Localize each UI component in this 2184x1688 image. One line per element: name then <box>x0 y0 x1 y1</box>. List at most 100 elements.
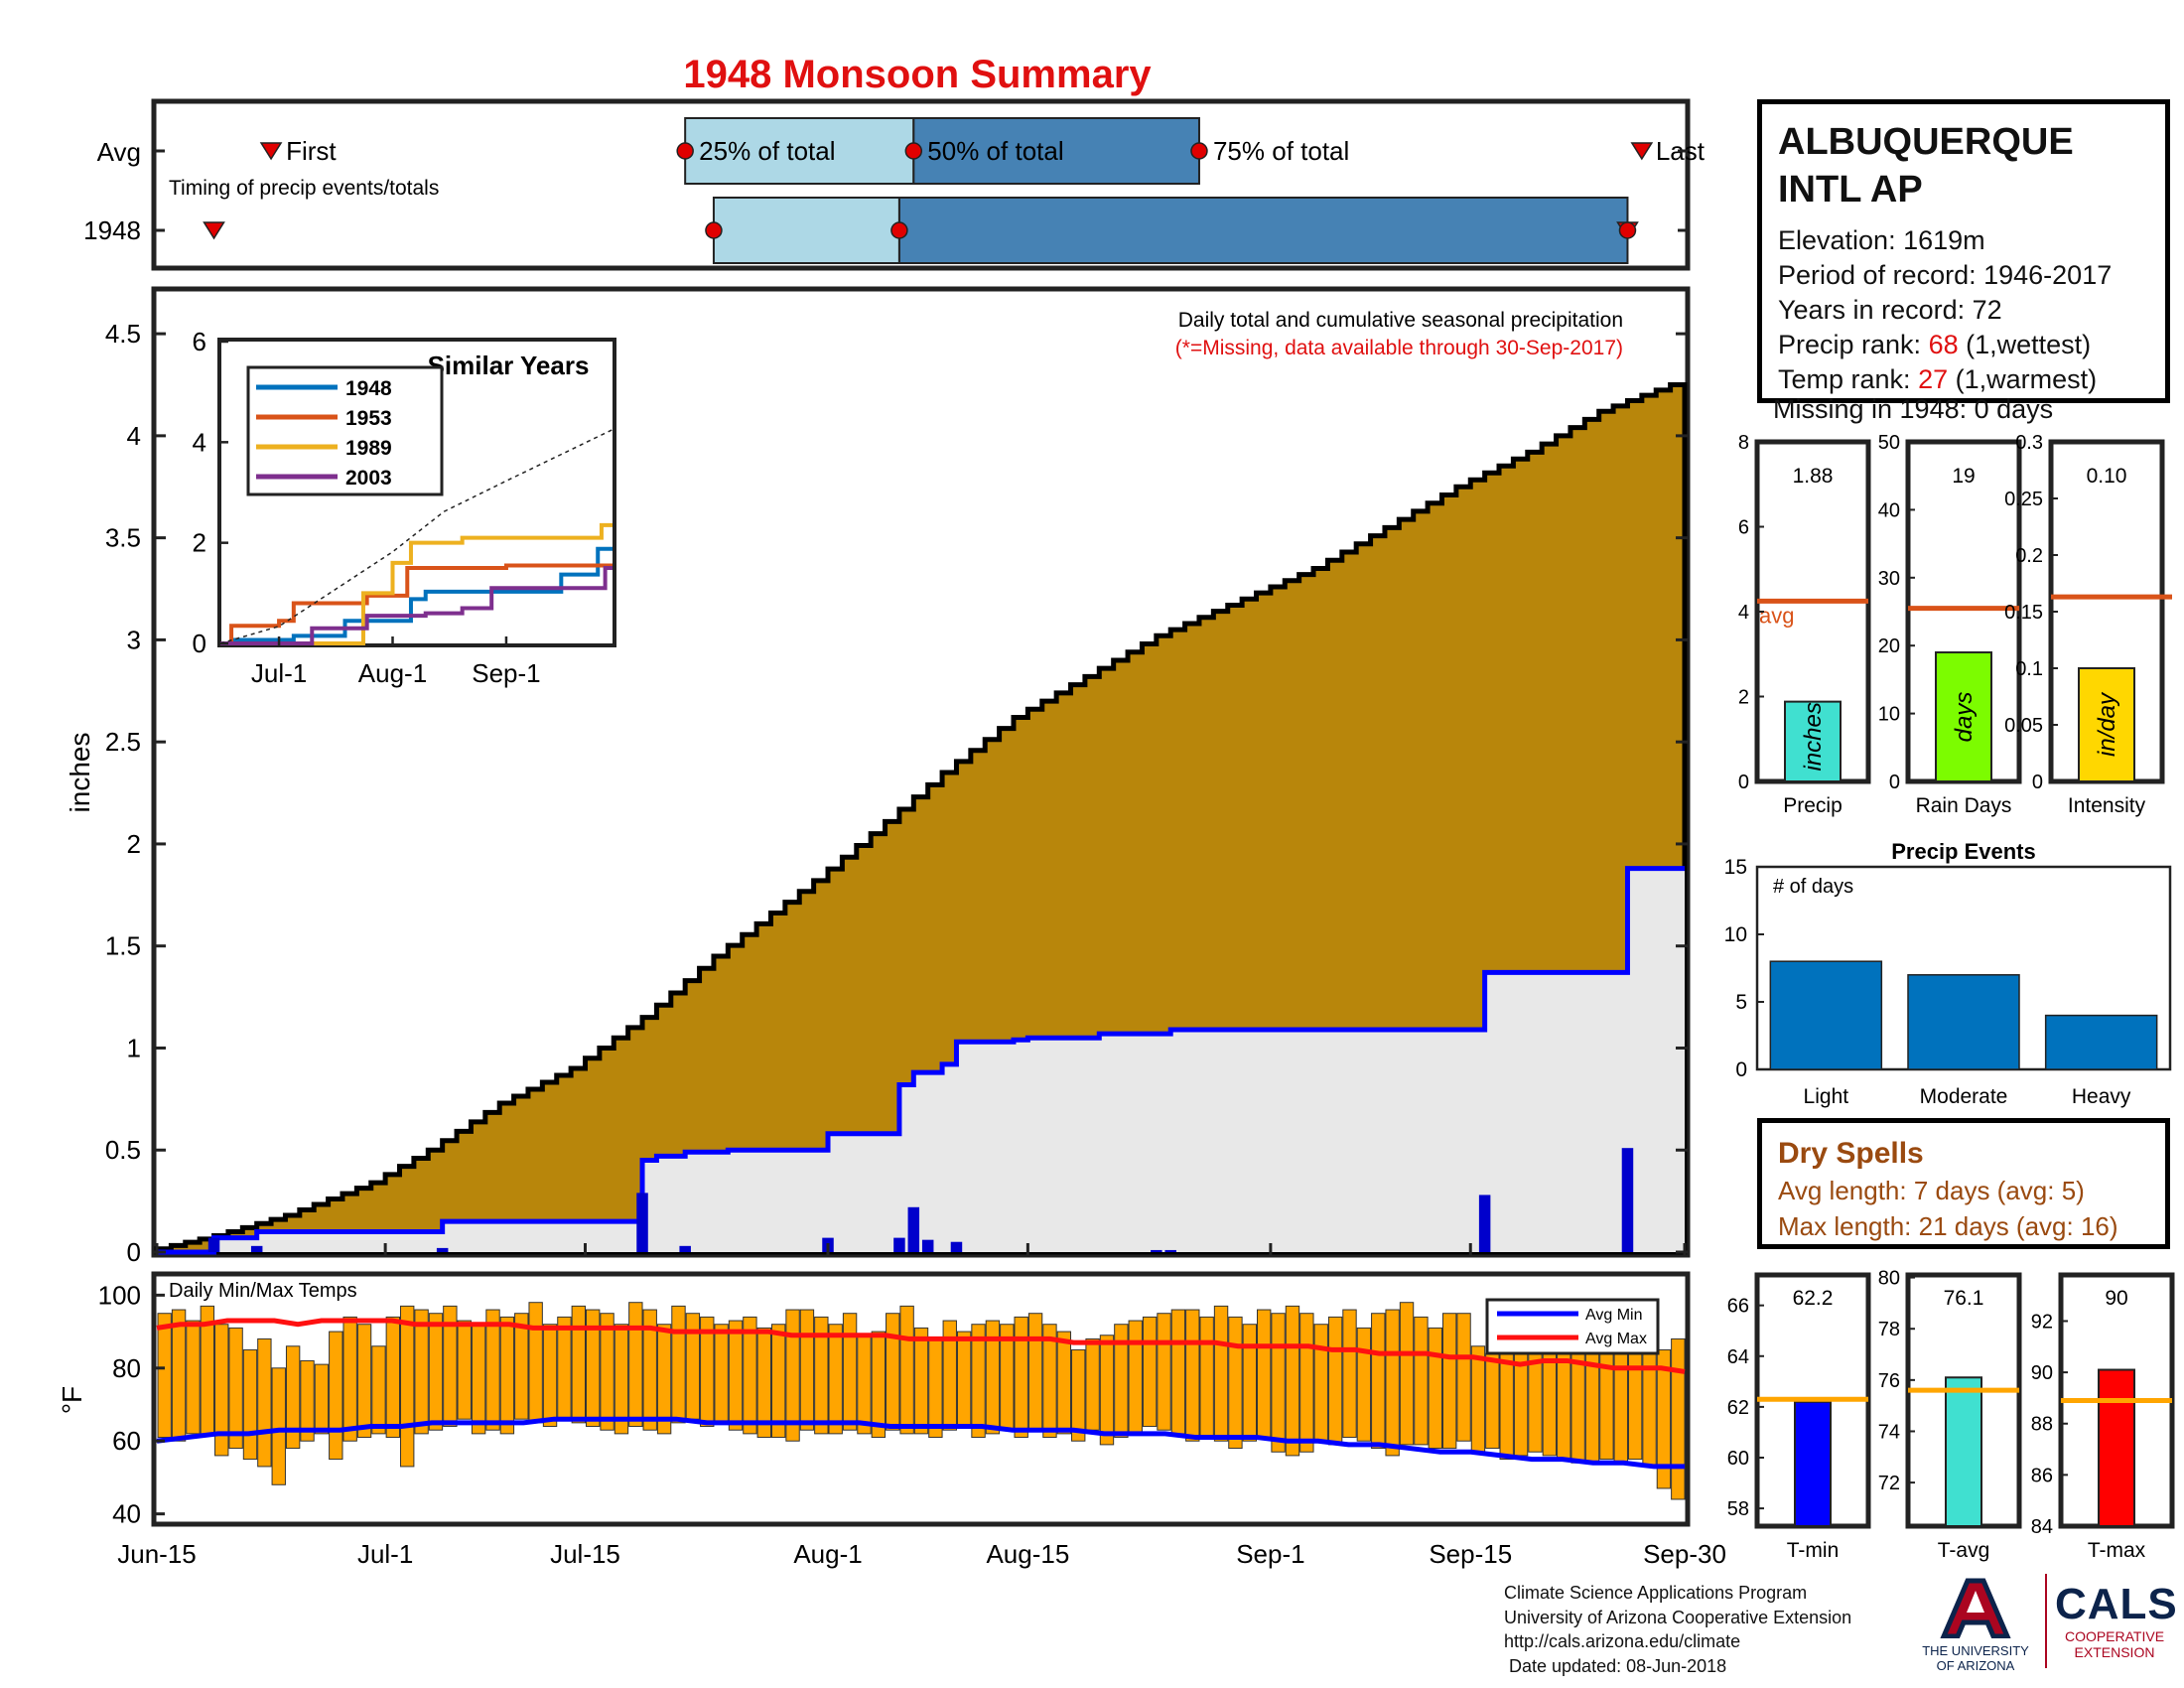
summary-ytick-label: 20 <box>1878 635 1900 657</box>
main-ylabel: inches <box>65 733 95 813</box>
daily-temp-bar <box>714 1324 729 1424</box>
daily-temp-bar <box>814 1316 829 1435</box>
summary-ytick-label: 30 <box>1878 568 1900 590</box>
precip-events-chart: Precip Events # of days Light Moderate Heavy… <box>1724 839 2172 1108</box>
temp-summary-value-1: 76.1 <box>1944 1287 1984 1310</box>
daily-temp-bar <box>743 1316 757 1435</box>
temp-summary-xlabel-0: T-min <box>1787 1539 1840 1562</box>
daily-precip-bar <box>207 1237 220 1252</box>
main-ytick-label: 1 <box>127 1033 141 1062</box>
percentile-dot-year-3 <box>1618 221 1637 239</box>
daily-temp-bar <box>842 1313 858 1431</box>
daily-temp-bar <box>585 1309 601 1428</box>
arizona-a-icon <box>1940 1578 2011 1639</box>
legend-avg-min-label: Avg Min <box>1585 1307 1643 1324</box>
precip-rank-note: (1,wettest) <box>1966 330 2092 359</box>
summary-ytick-label: 0.25 <box>2004 489 2043 510</box>
daily-temp-bar <box>157 1313 172 1439</box>
daily-temp-bar <box>614 1324 629 1435</box>
temp-summary-ytick-label: 58 <box>1727 1498 1749 1520</box>
cals-logo: CALS COOPERATIVE EXTENSION <box>2055 1581 2177 1661</box>
temp-summary-ytick-label: 80 <box>1878 1268 1900 1290</box>
daily-temp-bar <box>271 1367 286 1485</box>
first-label: First <box>286 136 337 166</box>
events-xlabel: Light <box>1804 1085 1849 1108</box>
daily-temp-bar <box>314 1363 330 1435</box>
main-ytick-label: 0.5 <box>105 1135 141 1165</box>
inset-legend-label-2003: 2003 <box>345 467 392 490</box>
temp-summary-ytick-label: 74 <box>1878 1421 1900 1443</box>
temp-summary-bar-t-avg <box>1945 1376 1982 1527</box>
main-ytick-label: 3.5 <box>105 523 141 553</box>
daily-precip-bar <box>893 1237 905 1252</box>
summary-ytick-label: 0.05 <box>2004 715 2043 737</box>
temps-ylabel: °F <box>57 1386 87 1414</box>
daily-temp-bar <box>942 1320 957 1431</box>
daily-temp-bar <box>1385 1309 1400 1457</box>
summary-ytick-label: 50 <box>1878 432 1900 454</box>
events-xlabel: Moderate <box>1920 1085 2008 1108</box>
timeline-q2-box-year <box>897 197 1629 264</box>
daily-temp-bar <box>356 1324 372 1439</box>
timeline-row-label-year: 1948 <box>83 215 141 245</box>
summary-bars: 1.88 inches Precip avg 0 2 4 6 8 19 days Rain Days 0… <box>1738 432 2172 817</box>
timeline-row-label-avg: Avg <box>97 137 141 167</box>
temp-summary-bar-t-min <box>1794 1400 1832 1528</box>
daily-temp-bar <box>700 1316 715 1428</box>
daily-temp-bar <box>1285 1305 1300 1457</box>
daily-temp-bar <box>499 1316 515 1435</box>
percentile-dot-year-1 <box>705 221 723 239</box>
daily-temp-bar <box>557 1316 572 1420</box>
daily-temp-bar <box>300 1359 315 1442</box>
temp-summary-ytick-label: 88 <box>2031 1414 2053 1436</box>
footer-line3: http://cals.arizona.edu/climate <box>1504 1631 1741 1651</box>
station-elevation: Elevation: 1619m <box>1778 225 1985 255</box>
percentile-dot-year-2 <box>890 221 908 239</box>
daily-temp-bar <box>628 1302 643 1428</box>
daily-temp-bar <box>1299 1313 1314 1453</box>
xtick-label: Jun-15 <box>117 1539 197 1569</box>
daily-temp-bar <box>1128 1320 1143 1435</box>
temp-summary-ytick-label: 78 <box>1878 1319 1900 1340</box>
main-ytick-label: 0 <box>127 1237 141 1267</box>
summary-ytick-label: 0 <box>2032 772 2043 793</box>
station-name-line2: INTL AP <box>1778 169 1923 211</box>
inset-xtick-label: Aug-1 <box>358 658 427 688</box>
daily-temp-bar <box>528 1302 543 1424</box>
percentile-dot-avg-2 <box>904 142 923 160</box>
events-ytick-label: 5 <box>1735 991 1747 1014</box>
daily-temp-bar <box>1613 1345 1628 1464</box>
inset-xtick-label: Jul-1 <box>251 658 307 688</box>
station-info-box: ALBUQUERQUE INTL AP Elevation: 1619m Per… <box>1757 99 2170 403</box>
summary-ytick-label: 10 <box>1878 704 1900 726</box>
inset-title: Similar Years <box>428 351 590 380</box>
temp-summary-bar-t-max <box>2098 1368 2135 1527</box>
daily-temp-bar <box>1142 1316 1158 1428</box>
events-ytick-label: 0 <box>1735 1058 1747 1081</box>
inset-avg-line <box>219 428 614 644</box>
daily-temp-bar <box>1014 1316 1028 1439</box>
daily-temp-bar <box>728 1320 744 1431</box>
inset-line-1989 <box>220 522 613 645</box>
inset-line-1948 <box>220 546 613 645</box>
daily-temp-bar <box>770 1324 786 1439</box>
summary-ytick-label: 8 <box>1738 432 1749 454</box>
station-name-line1: ALBUQUERQUE <box>1778 121 2074 163</box>
events-xlabel: Heavy <box>2072 1085 2131 1108</box>
temp-summary-ytick-label: 90 <box>2031 1362 2053 1384</box>
inset-legend-label-1948: 1948 <box>345 377 392 400</box>
events-ytick-label: 10 <box>1724 923 1747 946</box>
similar-years-inset: 0 2 4 6 Jul-1 Aug-1 Sep-1 Similar Years 1948 19… <box>193 327 616 688</box>
daily-temp-bar <box>1228 1316 1243 1450</box>
summary-xlabel-0: Precip <box>1783 794 1843 817</box>
daily-temp-bar <box>1257 1309 1272 1439</box>
figure-title: 1948 Monsoon Summary <box>683 53 1152 96</box>
daily-temp-bar <box>1199 1316 1214 1439</box>
daily-temp-bar <box>1441 1313 1457 1450</box>
daily-temp-bar <box>1313 1324 1328 1442</box>
summary-ytick-label: 0.2 <box>2015 545 2043 567</box>
daily-temp-bar <box>471 1324 486 1435</box>
summary-value-2: 0.10 <box>2087 465 2127 488</box>
inset-xtick-label: Sep-1 <box>472 658 540 688</box>
xtick-label: Aug-1 <box>793 1539 862 1569</box>
